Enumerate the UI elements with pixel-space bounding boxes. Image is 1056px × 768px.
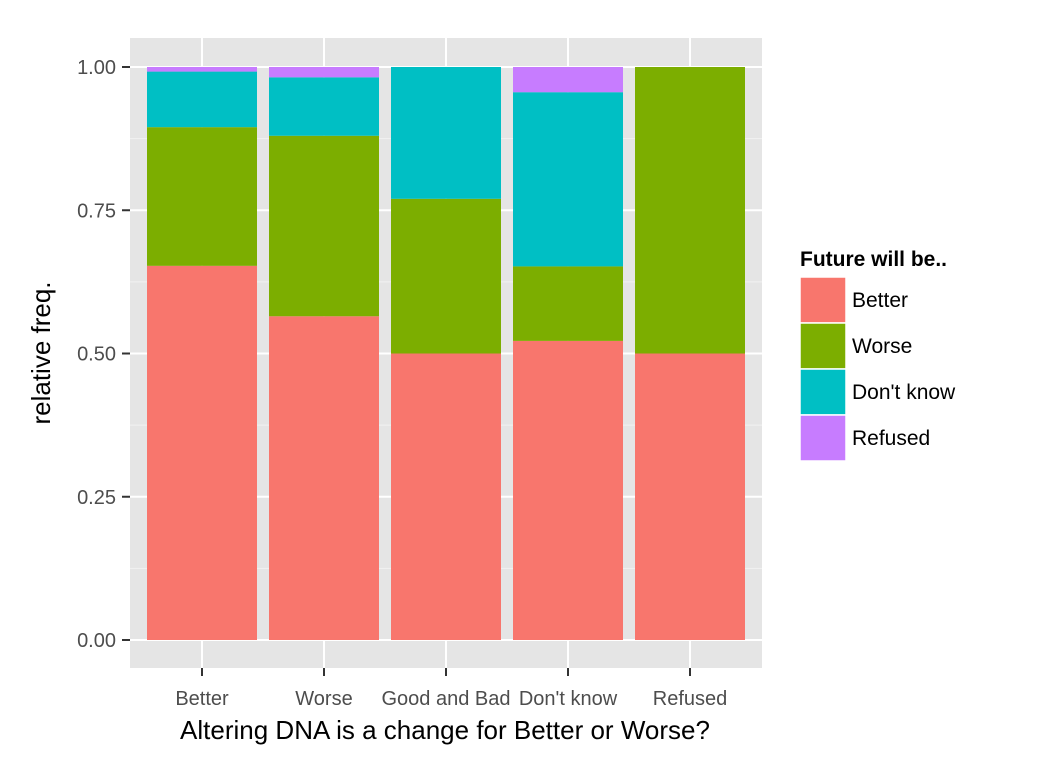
legend-label: Better xyxy=(852,289,908,312)
legend-title: Future will be.. xyxy=(800,248,947,271)
x-tick-label: Don't know xyxy=(519,688,618,710)
legend-key xyxy=(799,276,847,324)
bar-segment xyxy=(147,67,257,72)
y-axis: 0.00 0.25 0.50 0.75 1.00 xyxy=(77,57,130,652)
bar-segment xyxy=(391,198,501,354)
legend: Future will be.. Better Worse Don't know Re… xyxy=(799,248,956,462)
legend-label: Worse xyxy=(852,335,912,358)
bar-segment xyxy=(269,77,379,136)
x-tick-label: Good and Bad xyxy=(382,688,511,710)
x-tick-label: Better xyxy=(175,688,229,710)
bar-segment xyxy=(147,265,257,640)
y-tick-label: 1.00 xyxy=(77,57,116,79)
legend-label: Refused xyxy=(852,427,930,450)
bar-segment xyxy=(391,67,501,199)
y-tick-label: 0.00 xyxy=(77,630,116,652)
legend-key xyxy=(799,322,847,370)
bar-segment xyxy=(513,340,623,640)
bar-segment xyxy=(513,266,623,341)
x-axis-title: Altering DNA is a change for Better or W… xyxy=(180,715,710,745)
y-tick-label: 0.75 xyxy=(77,200,116,222)
bar-segment xyxy=(147,127,257,266)
y-tick-label: 0.50 xyxy=(77,344,116,366)
y-tick-label: 0.25 xyxy=(77,487,116,509)
legend-key xyxy=(799,414,847,462)
x-axis: Better Worse Good and Bad Don't know Refused xyxy=(175,668,727,710)
bar-segment xyxy=(269,316,379,640)
bar-segment xyxy=(269,135,379,317)
legend-key xyxy=(799,368,847,416)
bar-segment xyxy=(635,353,745,640)
bar-segment xyxy=(635,67,745,354)
bar-segment xyxy=(391,353,501,640)
bars xyxy=(147,67,745,640)
x-tick-label: Worse xyxy=(295,688,352,710)
bar-segment xyxy=(147,71,257,128)
legend-label: Don't know xyxy=(852,381,956,404)
bar-segment xyxy=(513,67,623,93)
bar-segment xyxy=(269,67,379,78)
x-tick-label: Refused xyxy=(653,688,728,710)
y-axis-title: relative freq. xyxy=(26,281,56,424)
bar-segment xyxy=(513,92,623,267)
